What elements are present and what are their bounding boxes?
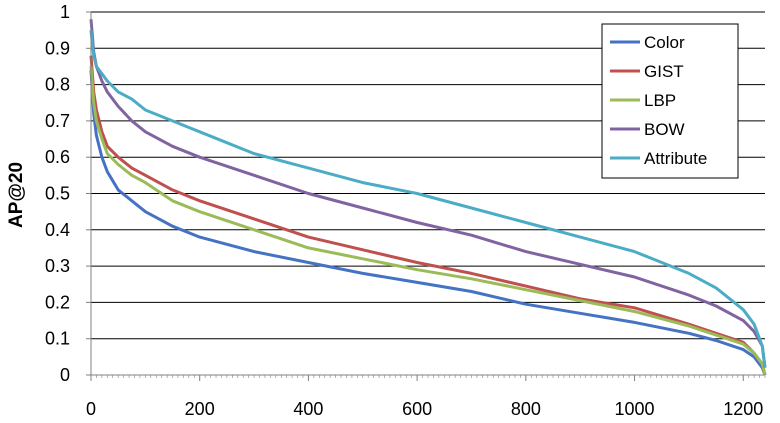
series-line-color [89, 70, 767, 376]
x-tick-label: 1000 [615, 399, 655, 419]
x-tick-label: 0 [86, 399, 96, 419]
legend-label: Color [644, 33, 685, 52]
y-axis-label: AP@20 [6, 162, 27, 228]
series-line-bow [89, 19, 767, 368]
legend: Color GIST LBP BOW Attribute [601, 23, 739, 179]
x-tick-label: 200 [185, 399, 215, 419]
y-tick-label: 0.1 [45, 329, 70, 349]
y-tick-label: 0 [60, 365, 70, 385]
y-tick-label: 0.4 [45, 220, 70, 240]
y-tick-label: 0.9 [45, 38, 70, 58]
y-tick-label: 0.8 [45, 75, 70, 95]
x-tick-label: 600 [402, 399, 432, 419]
y-tick-label: 0.5 [45, 184, 70, 204]
y-tick-label: 0.2 [45, 292, 70, 312]
x-tick-label: 800 [511, 399, 541, 419]
series-line-lbp [89, 66, 767, 376]
x-tick-label: 1200 [723, 399, 763, 419]
x-tick-label: 400 [293, 399, 323, 419]
y-tick-label: 0.6 [45, 147, 70, 167]
legend-label: GIST [644, 62, 684, 81]
legend-label: Attribute [644, 149, 707, 168]
series-layer [89, 19, 767, 376]
y-tick-label: 0.7 [45, 111, 70, 131]
legend-label: BOW [644, 120, 685, 139]
series-line-attribute [89, 30, 767, 368]
legend-label: LBP [644, 91, 676, 110]
series-line-gist [89, 55, 767, 376]
y-tick-label: 0.3 [45, 256, 70, 276]
y-tick-label: 1 [60, 2, 70, 22]
axes: 0 0.1 0.2 0.3 0.4 0.5 0.6 0.7 0.8 0.9 1 0 200 400 600 8… [45, 2, 766, 419]
